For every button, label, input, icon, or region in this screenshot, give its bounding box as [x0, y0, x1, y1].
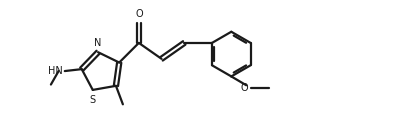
Text: HN: HN — [48, 66, 62, 76]
Text: O: O — [240, 83, 248, 93]
Text: S: S — [89, 95, 95, 105]
Text: O: O — [135, 9, 143, 19]
Text: N: N — [94, 38, 101, 48]
